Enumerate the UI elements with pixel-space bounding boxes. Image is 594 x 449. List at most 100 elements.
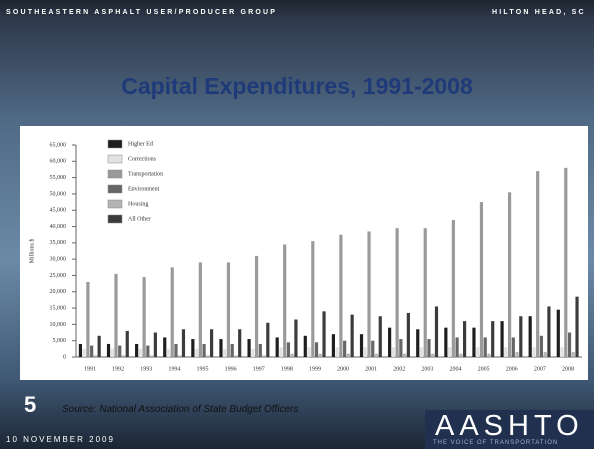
bar: [251, 348, 255, 357]
bar: [335, 347, 339, 357]
x-tick-label: 2008: [562, 366, 574, 372]
bar: [93, 355, 97, 357]
x-tick-label: 1998: [281, 366, 293, 372]
bar: [378, 316, 382, 357]
bar: [307, 347, 311, 357]
x-tick-label: 1996: [225, 366, 237, 372]
bar: [202, 343, 206, 357]
bar: [339, 234, 343, 357]
bar: [543, 352, 547, 357]
bar: [419, 347, 424, 357]
bar: [153, 332, 157, 357]
bar: [138, 348, 142, 357]
bar: [363, 347, 367, 357]
bar: [82, 348, 86, 357]
bar: [146, 345, 150, 357]
bar: [275, 337, 279, 357]
bar: [448, 347, 452, 357]
bar: [556, 309, 560, 357]
legend-swatch: [107, 169, 123, 179]
slide-number: 5: [24, 392, 37, 417]
bar: [406, 312, 410, 357]
bar: [343, 340, 347, 357]
header-left: SOUTHEASTERN ASPHALT USER/PRODUCER GROUP: [6, 9, 278, 16]
legend-label: All Other: [128, 216, 151, 222]
bar: [444, 327, 448, 357]
x-tick-label: 2006: [506, 366, 518, 372]
bar: [462, 321, 467, 357]
bar: [195, 348, 199, 357]
bar: [223, 348, 227, 357]
logo-tagline: THE VOICE OF TRANSPORTATION: [433, 440, 559, 446]
y-tick-label: 10,000: [50, 322, 67, 328]
bar: [472, 327, 476, 357]
date: 10 NOVEMBER 2009: [6, 435, 115, 444]
logo: AASHTO THE VOICE OF TRANSPORTATION: [425, 410, 594, 449]
x-tick-label: 1993: [140, 366, 152, 372]
bar: [416, 329, 420, 357]
bar: [331, 334, 335, 357]
y-tick-label: 55,000: [50, 175, 67, 181]
bar: [234, 355, 238, 357]
bar: [97, 335, 101, 357]
bar: [476, 347, 480, 357]
y-tick-label: 30,000: [50, 257, 67, 263]
bar: [114, 273, 118, 357]
bar: [346, 353, 350, 357]
bar: [322, 311, 326, 357]
bar: [86, 281, 90, 357]
legend-swatch: [107, 154, 123, 164]
bar: [254, 255, 259, 357]
x-tick-label: 2000: [337, 366, 349, 372]
y-tick-label: 5,000: [53, 338, 67, 344]
x-tick-label: 1999: [309, 366, 321, 372]
bar: [174, 343, 178, 357]
bar: [78, 343, 82, 357]
chart-panel: 0 5,000 10,000 15,000 20,000 25,000 30,000 35,0…: [20, 126, 588, 380]
bar: [507, 192, 512, 357]
x-tick-label: 2007: [534, 366, 546, 372]
y-tick-label: 60,000: [50, 159, 67, 165]
bar: [121, 355, 126, 357]
bar: [198, 262, 202, 357]
legend-label: Higher Ed: [128, 141, 153, 147]
bar: [515, 352, 519, 357]
legend-label: Corrections: [128, 156, 157, 162]
x-tick-label: 2002: [393, 366, 405, 372]
y-tick-label: 35,000: [50, 240, 67, 246]
bar: [487, 353, 491, 357]
x-tick-label: 1994: [168, 366, 180, 372]
y-tick-label: 50,000: [50, 191, 67, 197]
bar: [135, 343, 139, 357]
bar: [106, 343, 111, 357]
x-tick-label: 1991: [84, 366, 96, 372]
bar: [459, 353, 463, 357]
bar: [504, 347, 508, 357]
bar: [314, 342, 319, 357]
bar: [399, 339, 403, 357]
bar: [539, 335, 544, 357]
legend-swatch: [107, 139, 123, 149]
bar: [238, 329, 242, 357]
bar: [110, 348, 114, 357]
bar: [226, 262, 231, 357]
bar: [125, 330, 129, 357]
bar: [560, 347, 564, 357]
bar: [209, 329, 214, 357]
x-tick-label: 2001: [365, 366, 377, 372]
bar: [423, 228, 427, 357]
x-tick-label: 1992: [112, 366, 124, 372]
x-tick-label: 1995: [197, 366, 209, 372]
bar: [230, 343, 234, 357]
bar: [163, 337, 167, 357]
bar: [455, 337, 459, 357]
bar: [311, 241, 315, 357]
bar: [290, 353, 294, 357]
bar: [118, 345, 122, 357]
bar: [90, 345, 94, 357]
bar: [283, 244, 287, 357]
legend-label: Transportation: [128, 171, 163, 177]
bar: [395, 228, 399, 357]
bar: [532, 347, 536, 357]
